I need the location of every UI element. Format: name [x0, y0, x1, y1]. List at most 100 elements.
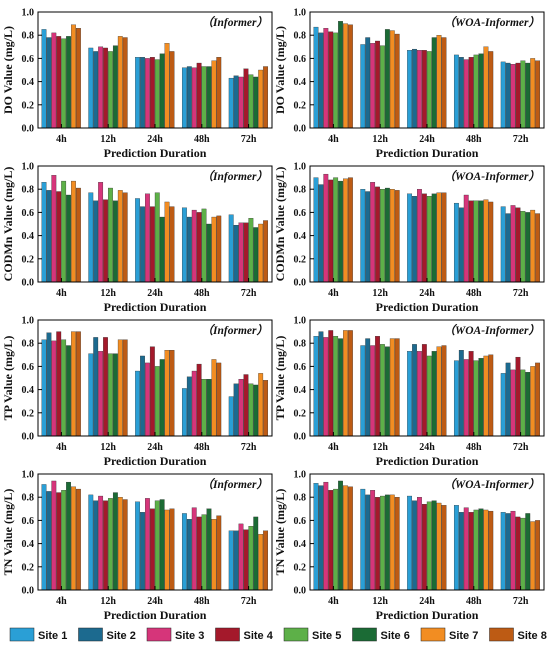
bar — [154, 500, 160, 591]
bar — [263, 530, 268, 591]
bar — [389, 189, 395, 283]
bar — [468, 351, 474, 437]
bar — [510, 205, 516, 283]
y-tick-label: 0.6 — [294, 516, 307, 527]
bar — [453, 202, 459, 283]
bar — [108, 187, 113, 283]
bar — [478, 53, 484, 129]
bar — [426, 196, 432, 283]
bar — [122, 37, 128, 129]
bar — [228, 530, 234, 591]
bar — [112, 200, 118, 283]
bar — [75, 331, 81, 437]
bar — [421, 50, 427, 129]
y-tick-label: 0.0 — [294, 586, 307, 597]
bar — [370, 182, 376, 283]
bar — [211, 216, 217, 283]
bar — [71, 24, 76, 129]
bar — [375, 336, 380, 437]
bar — [333, 336, 339, 437]
x-tick-label: 72h — [513, 596, 529, 607]
bar — [380, 344, 385, 437]
bar — [412, 344, 417, 437]
bar — [463, 359, 469, 437]
legend-item: Site 1 — [9, 627, 67, 642]
legend-label: Site 7 — [449, 630, 478, 642]
bar — [238, 523, 244, 591]
bar — [108, 498, 113, 591]
bar — [88, 353, 94, 437]
panel-title: （WOA-Informer） — [444, 477, 540, 491]
x-tick-label: 72h — [513, 288, 529, 299]
bar — [41, 29, 47, 129]
x-axis-title: Prediction Duration — [376, 454, 479, 468]
bar — [98, 46, 104, 129]
x-tick-label: 24h — [147, 134, 163, 145]
bar — [412, 196, 417, 283]
bar — [61, 339, 67, 437]
bar — [453, 54, 459, 129]
y-tick-label: 0.2 — [294, 254, 307, 265]
legend-label: Site 8 — [518, 630, 547, 642]
bar — [343, 330, 348, 437]
bar — [253, 227, 259, 283]
bar — [426, 51, 432, 129]
bar — [66, 36, 71, 129]
bar — [412, 48, 417, 129]
bar — [243, 374, 249, 437]
bar — [323, 481, 329, 591]
bar — [159, 216, 165, 283]
bar — [51, 32, 57, 129]
x-tick-label: 72h — [241, 134, 257, 145]
bar — [135, 370, 140, 437]
legend-item: Site 3 — [146, 627, 204, 642]
x-tick-label: 72h — [241, 288, 257, 299]
bar — [417, 189, 422, 283]
bar — [201, 379, 207, 437]
bar — [206, 66, 212, 129]
bar — [181, 67, 187, 129]
x-tick-label: 12h — [372, 288, 388, 299]
bar — [338, 180, 343, 283]
bar — [61, 490, 67, 591]
bar — [426, 355, 432, 437]
bar — [347, 24, 353, 129]
bar — [263, 220, 268, 283]
bar — [458, 57, 464, 129]
bar — [360, 345, 366, 437]
x-axis-title: Prediction Duration — [376, 146, 479, 160]
bar — [75, 488, 81, 591]
bar — [186, 376, 192, 437]
bar — [117, 36, 123, 129]
bar — [164, 509, 170, 591]
bar — [347, 177, 353, 283]
bar — [61, 180, 67, 283]
legend-label: Site 2 — [107, 630, 136, 642]
bar — [154, 366, 160, 437]
bar — [370, 490, 376, 591]
legend-label: Site 3 — [175, 630, 204, 642]
bar — [535, 213, 541, 283]
bar — [488, 51, 494, 129]
y-tick-label: 1.0 — [294, 316, 307, 327]
bar — [441, 192, 447, 283]
legend-swatch — [9, 627, 35, 642]
bar — [196, 516, 202, 591]
bar — [347, 330, 353, 437]
bar — [258, 69, 264, 129]
bar — [238, 379, 244, 437]
bar — [389, 338, 395, 437]
bar — [75, 187, 81, 283]
bar — [41, 484, 47, 591]
bar — [360, 488, 366, 591]
bar — [473, 509, 479, 591]
bar — [258, 534, 264, 591]
bar — [112, 492, 118, 591]
bar — [473, 54, 479, 129]
bar — [347, 486, 353, 591]
bar — [380, 189, 385, 283]
bar — [216, 362, 222, 437]
bar — [313, 26, 319, 129]
x-tick-label: 4h — [56, 134, 67, 145]
y-tick-label: 0.4 — [22, 539, 35, 550]
